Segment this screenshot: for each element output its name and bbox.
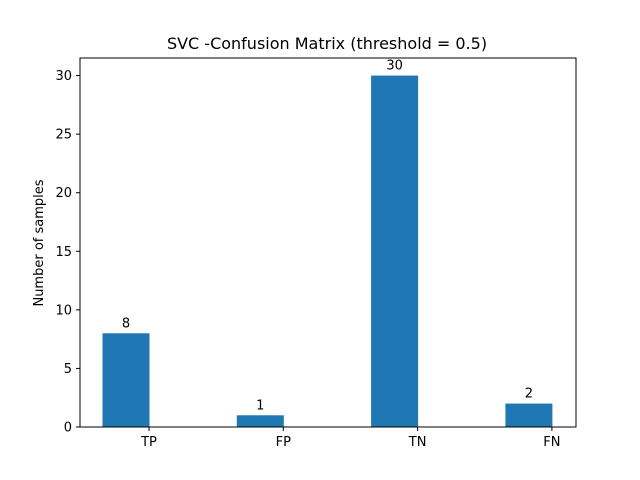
data-label-tn: 30 bbox=[386, 59, 403, 74]
bar-tp bbox=[102, 333, 150, 427]
x-tick-label-tp: TP bbox=[140, 435, 157, 450]
data-label-fn: 2 bbox=[525, 387, 533, 402]
x-tick-label-fn: FN bbox=[543, 435, 560, 450]
data-label-fp: 1 bbox=[256, 398, 264, 413]
y-tick-label-0: 0 bbox=[64, 421, 72, 436]
bar-fn bbox=[505, 403, 553, 427]
y-axis-label: Number of samples bbox=[32, 179, 47, 306]
plot-frame bbox=[79, 57, 577, 428]
data-label-tp: 8 bbox=[122, 316, 130, 331]
y-tick-label-15: 15 bbox=[55, 245, 72, 260]
y-tick-label-5: 5 bbox=[64, 362, 72, 377]
y-tick-label-10: 10 bbox=[55, 303, 72, 318]
bar-tn bbox=[371, 75, 419, 428]
plot-area: 8 TP 1 FP 30 TN 2 FN 0 5 10 15 20 25 30 bbox=[55, 57, 577, 450]
y-tick-label-30: 30 bbox=[55, 69, 72, 84]
x-tick-label-tn: TN bbox=[408, 435, 427, 450]
bar-fp bbox=[236, 415, 284, 427]
y-tick-label-25: 25 bbox=[55, 128, 72, 143]
x-tick-label-fp: FP bbox=[276, 435, 291, 450]
chart-title: SVC -Confusion Matrix (threshold = 0.5) bbox=[167, 34, 487, 53]
y-tick-label-20: 20 bbox=[55, 186, 72, 201]
